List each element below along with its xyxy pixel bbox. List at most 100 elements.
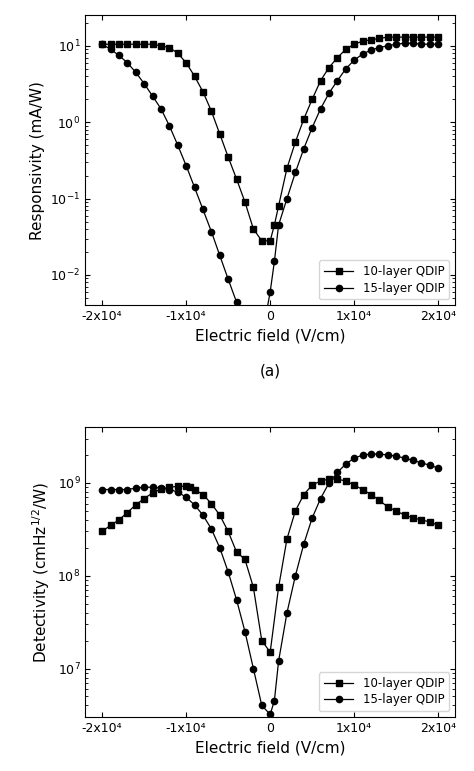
10-layer QDIP <box>225 527 231 536</box>
15-layer QDIP <box>292 168 298 177</box>
15-layer QDIP <box>351 453 357 463</box>
15-layer QDIP <box>326 89 332 98</box>
15-layer QDIP <box>436 39 441 49</box>
10-layer QDIP <box>191 72 197 81</box>
15-layer QDIP <box>267 710 273 719</box>
15-layer QDIP <box>183 493 189 502</box>
10-layer QDIP <box>368 35 374 45</box>
10-layer QDIP <box>267 236 273 245</box>
10-layer QDIP <box>402 510 408 520</box>
10-layer QDIP <box>200 490 206 499</box>
10-layer QDIP <box>436 32 441 42</box>
15-layer QDIP <box>191 500 197 510</box>
15-layer QDIP <box>209 227 214 236</box>
15-layer QDIP <box>427 39 433 49</box>
10-layer QDIP <box>150 488 155 497</box>
10-layer QDIP <box>326 474 332 483</box>
Text: (a): (a) <box>260 363 281 379</box>
15-layer QDIP <box>368 449 374 459</box>
10-layer QDIP <box>368 490 374 499</box>
15-layer QDIP <box>326 478 332 487</box>
10-layer QDIP <box>125 508 130 517</box>
15-layer QDIP <box>436 463 441 473</box>
10-layer QDIP <box>99 39 105 49</box>
15-layer QDIP <box>108 45 113 54</box>
10-layer QDIP <box>284 534 290 544</box>
15-layer QDIP <box>360 450 365 460</box>
10-layer QDIP <box>393 507 399 516</box>
15-layer QDIP <box>217 251 223 260</box>
10-layer QDIP <box>108 39 113 49</box>
15-layer QDIP <box>200 205 206 214</box>
15-layer QDIP <box>158 483 164 493</box>
10-layer QDIP <box>410 513 416 523</box>
10-layer QDIP <box>351 39 357 49</box>
15-layer QDIP <box>234 595 239 604</box>
10-layer QDIP <box>99 527 105 536</box>
X-axis label: Electric field (V/cm): Electric field (V/cm) <box>195 328 346 344</box>
10-layer QDIP <box>385 32 391 42</box>
10-layer QDIP <box>318 476 323 486</box>
10-layer QDIP <box>292 507 298 516</box>
10-layer QDIP <box>108 520 113 530</box>
15-layer QDIP <box>343 460 349 469</box>
15-layer QDIP <box>217 544 223 553</box>
15-layer QDIP <box>276 657 282 666</box>
10-layer QDIP <box>385 503 391 512</box>
10-layer QDIP <box>242 197 248 207</box>
10-layer QDIP <box>183 482 189 491</box>
10-layer QDIP <box>284 163 290 173</box>
10-layer QDIP <box>141 39 147 49</box>
10-layer QDIP <box>310 95 315 104</box>
15-layer QDIP <box>393 452 399 461</box>
Legend: 10-layer QDIP, 15-layer QDIP: 10-layer QDIP, 15-layer QDIP <box>319 261 449 299</box>
15-layer QDIP <box>200 510 206 520</box>
10-layer QDIP <box>200 87 206 96</box>
15-layer QDIP <box>410 39 416 48</box>
10-layer QDIP <box>191 485 197 494</box>
10-layer QDIP <box>402 32 408 42</box>
15-layer QDIP <box>385 450 391 460</box>
10-layer QDIP <box>310 480 315 490</box>
15-layer QDIP <box>175 140 181 150</box>
15-layer QDIP <box>99 485 105 494</box>
10-layer QDIP <box>335 474 340 483</box>
10-layer QDIP <box>188 483 193 492</box>
15-layer QDIP <box>175 487 181 497</box>
15-layer QDIP <box>108 485 113 494</box>
Line: 15-layer QDIP: 15-layer QDIP <box>99 451 441 718</box>
10-layer QDIP <box>166 43 172 52</box>
10-layer QDIP <box>276 201 282 210</box>
15-layer QDIP <box>301 540 307 549</box>
15-layer QDIP <box>251 344 256 353</box>
10-layer QDIP <box>234 547 239 557</box>
15-layer QDIP <box>166 485 172 494</box>
15-layer QDIP <box>133 68 138 77</box>
10-layer QDIP <box>158 484 164 493</box>
10-layer QDIP <box>259 636 264 645</box>
X-axis label: Electric field (V/cm): Electric field (V/cm) <box>195 740 346 756</box>
10-layer QDIP <box>301 114 307 123</box>
10-layer QDIP <box>116 39 122 49</box>
15-layer QDIP <box>225 274 231 284</box>
15-layer QDIP <box>310 513 315 523</box>
15-layer QDIP <box>376 449 382 459</box>
15-layer QDIP <box>116 485 122 494</box>
10-layer QDIP <box>209 106 214 116</box>
15-layer QDIP <box>385 41 391 50</box>
10-layer QDIP <box>427 517 433 527</box>
15-layer QDIP <box>183 161 189 170</box>
10-layer QDIP <box>133 500 138 510</box>
10-layer QDIP <box>292 137 298 146</box>
10-layer QDIP <box>419 32 424 42</box>
15-layer QDIP <box>301 144 307 153</box>
10-layer QDIP <box>217 510 223 520</box>
10-layer QDIP <box>436 520 441 530</box>
10-layer QDIP <box>360 485 365 494</box>
15-layer QDIP <box>259 701 264 710</box>
Legend: 10-layer QDIP, 15-layer QDIP: 10-layer QDIP, 15-layer QDIP <box>319 672 449 711</box>
10-layer QDIP <box>272 221 277 230</box>
10-layer QDIP <box>116 515 122 524</box>
15-layer QDIP <box>410 456 416 465</box>
15-layer QDIP <box>209 524 214 534</box>
